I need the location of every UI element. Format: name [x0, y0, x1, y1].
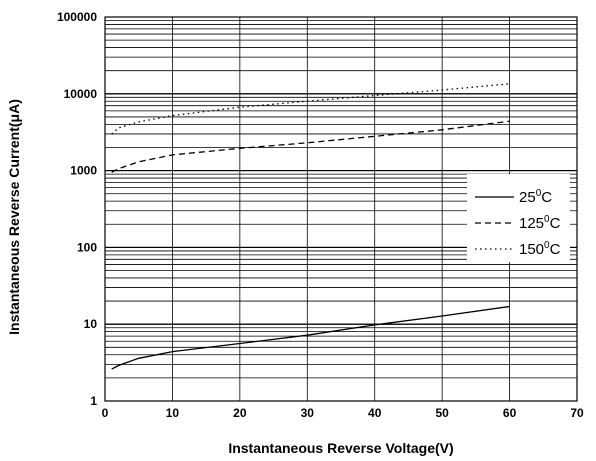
- legend-label: 1500C: [519, 240, 561, 258]
- x-tick-label: 20: [233, 406, 247, 420]
- legend-label: 1250C: [519, 214, 561, 232]
- series-layer: [111, 83, 510, 370]
- plot-frame: [104, 16, 578, 402]
- x-tick-label: 10: [166, 406, 180, 420]
- y-tick-label: 1: [90, 394, 97, 408]
- series-line-solid: [111, 305, 510, 370]
- y-tick-labels: 1 10 100 1000 10000 100000: [57, 10, 97, 408]
- series-line-dotted: [111, 83, 510, 135]
- legend: 250C 1250C 1500C: [467, 174, 570, 262]
- series-line-dashed: [111, 120, 510, 173]
- y-axis-title: Instantaneous Reverse Current(μA): [6, 99, 22, 335]
- y-tick-label: 100: [77, 240, 97, 254]
- x-tick-label: 30: [301, 406, 315, 420]
- x-tick-label: 60: [503, 406, 517, 420]
- y-tick-label: 1000: [70, 164, 97, 178]
- y-tick-label: 10000: [64, 87, 98, 101]
- x-tick-labels: 0 10 20 30 40 50 60 70: [102, 406, 584, 420]
- x-tick-label: 50: [435, 406, 449, 420]
- y-tick-label: 10: [84, 317, 98, 331]
- y-tick-label: 100000: [57, 10, 97, 24]
- x-axis-title: Instantaneous Reverse Voltage(V): [228, 440, 453, 456]
- legend-label: 250C: [519, 188, 552, 206]
- x-tick-label: 40: [368, 406, 382, 420]
- x-tick-label: 70: [570, 406, 584, 420]
- x-tick-label: 0: [102, 406, 109, 420]
- legend-box: [467, 174, 570, 262]
